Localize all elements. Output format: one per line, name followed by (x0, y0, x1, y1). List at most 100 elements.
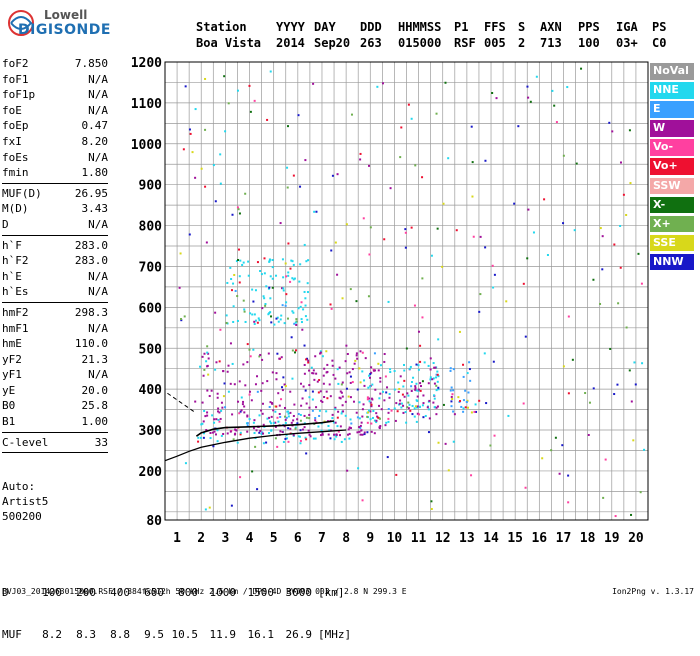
echo-point (599, 227, 602, 230)
echo-point (269, 70, 272, 73)
echo-point (345, 387, 348, 390)
echo-point (381, 82, 384, 85)
echo-point (201, 401, 204, 404)
echo-point (326, 397, 329, 400)
echo-point (189, 132, 192, 135)
echo-point (205, 360, 208, 363)
echo-point (287, 274, 290, 277)
echo-point (359, 381, 362, 384)
echo-point (592, 278, 595, 281)
echo-point (562, 222, 565, 225)
echo-point (466, 406, 469, 409)
echo-point (415, 389, 418, 392)
echo-point (268, 405, 271, 408)
echo-point (630, 400, 633, 403)
echo-point (213, 418, 216, 421)
echo-point (284, 415, 287, 418)
echo-point (398, 402, 401, 405)
echo-point (361, 370, 364, 373)
echo-point (239, 476, 242, 479)
echo-point (264, 304, 267, 307)
x-tick-label: 6 (294, 531, 302, 546)
echo-point (369, 372, 372, 375)
echo-point (275, 405, 278, 408)
echo-point (317, 425, 320, 428)
echo-point (640, 282, 643, 285)
echo-point (203, 368, 206, 371)
echo-point (219, 182, 222, 185)
x-tick-label: 7 (318, 531, 326, 546)
echo-point (267, 313, 270, 316)
echo-point (347, 428, 350, 431)
echo-point (279, 318, 282, 321)
param-name: yE (2, 383, 16, 397)
echo-point (292, 278, 295, 281)
echo-point (418, 405, 421, 408)
echo-point (271, 286, 274, 289)
echo-point (289, 411, 292, 414)
echo-point (349, 427, 352, 430)
echo-point (619, 161, 622, 164)
echo-point (199, 365, 202, 368)
echo-point (246, 361, 249, 364)
echo-point (484, 159, 487, 162)
echo-point (368, 164, 371, 167)
echo-point (524, 486, 527, 489)
echo-point (270, 422, 273, 425)
echo-point (234, 289, 237, 292)
echo-point (346, 469, 349, 472)
x-tick-label: 10 (387, 531, 403, 546)
echo-point (356, 431, 359, 434)
header-label: IGA (616, 20, 638, 34)
echo-point (212, 164, 215, 167)
echo-point (373, 369, 376, 372)
legend-item: E (650, 101, 694, 118)
param-name: hmF2 (2, 305, 29, 319)
trace-curve (195, 420, 335, 437)
echo-point (613, 243, 616, 246)
echo-point (404, 411, 407, 414)
echo-point (361, 408, 364, 411)
echo-point (249, 390, 252, 393)
echo-point (433, 382, 436, 385)
echo-point (300, 318, 303, 321)
echo-point (349, 375, 352, 378)
header-label: DAY (314, 20, 336, 34)
echo-point (279, 222, 282, 225)
echo-point (229, 266, 232, 269)
echo-point (247, 274, 250, 277)
echo-point (473, 410, 476, 413)
echo-point (260, 433, 263, 436)
echo-point (232, 320, 235, 323)
echo-point (214, 368, 217, 371)
echo-point (333, 433, 336, 436)
header-label: Station (196, 20, 247, 34)
echo-point (555, 121, 558, 124)
echo-point (453, 413, 456, 416)
echo-point (403, 369, 406, 372)
echo-point (261, 307, 264, 310)
param-row: MUF(D) 26.95 (2, 186, 108, 202)
echo-point (415, 363, 418, 366)
muf-value: 8.8 (110, 628, 130, 641)
echo-point (308, 413, 311, 416)
echo-point (254, 289, 257, 292)
echo-point (388, 396, 391, 399)
echo-point (406, 406, 409, 409)
echo-point (216, 396, 219, 399)
echo-point (279, 415, 282, 418)
param-value: 283.0 (74, 238, 108, 252)
echo-point (395, 402, 398, 405)
param-row: fxI 8.20 (2, 134, 108, 150)
echo-point (331, 364, 334, 367)
echo-point (291, 349, 294, 352)
software-version: Ion2Png v. 1.3.17 (612, 587, 694, 596)
echo-point (433, 394, 436, 397)
echo-point (387, 408, 390, 411)
param-name: fmin (2, 166, 29, 180)
echo-point (269, 420, 272, 423)
echo-point (304, 315, 307, 318)
echo-point (279, 430, 282, 433)
echo-point (437, 375, 440, 378)
echo-point (369, 401, 372, 404)
